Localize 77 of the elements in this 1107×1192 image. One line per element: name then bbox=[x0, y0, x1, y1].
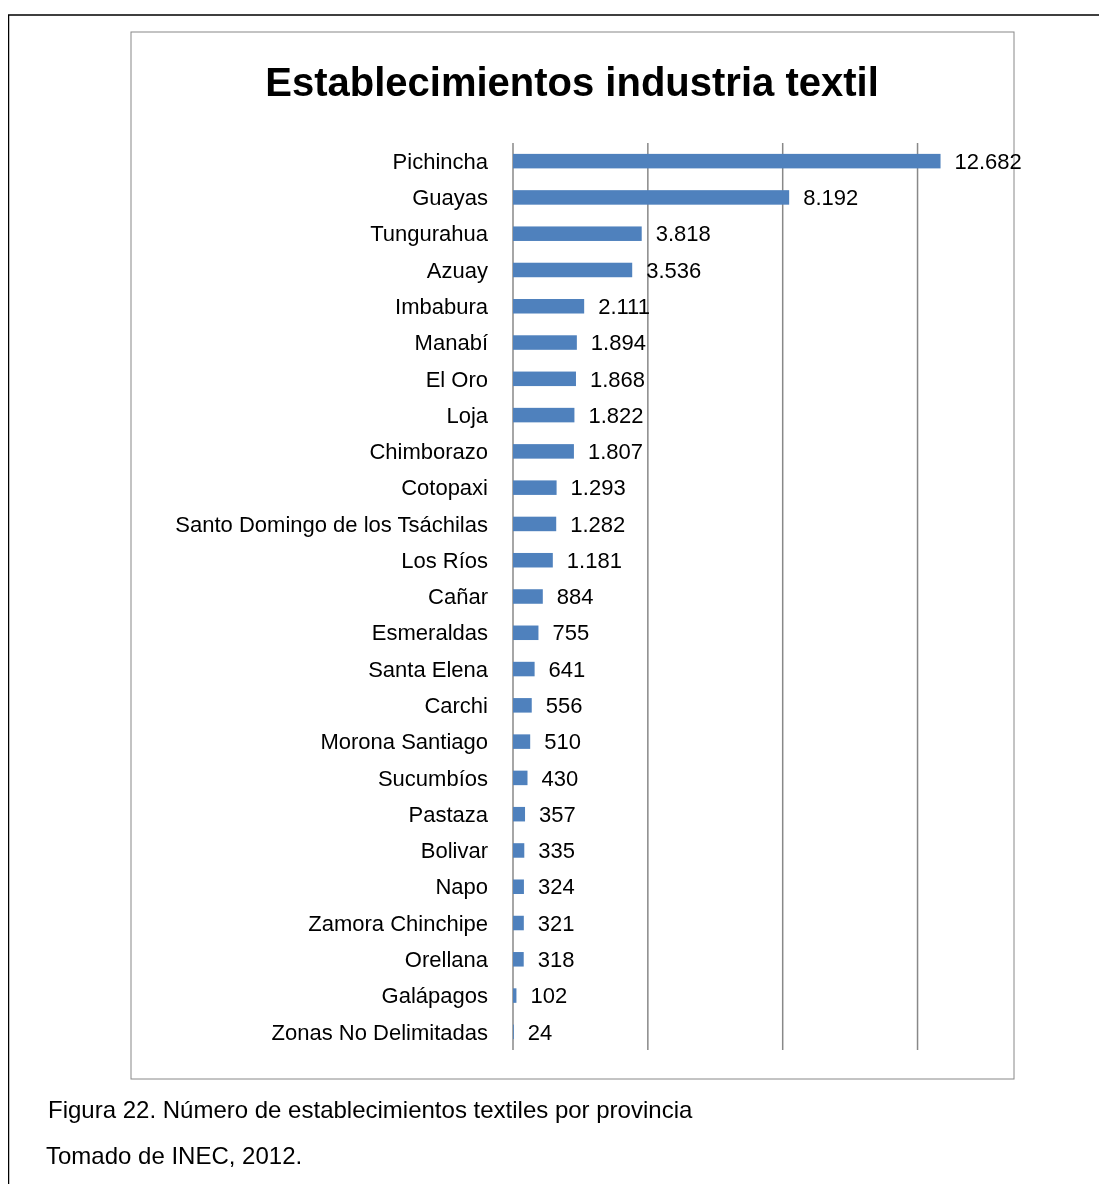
y-tick-label: Cañar bbox=[428, 584, 488, 610]
bar bbox=[513, 190, 790, 205]
data-label: 1.894 bbox=[590, 330, 646, 356]
bar bbox=[513, 806, 526, 822]
data-label: 755 bbox=[552, 620, 590, 646]
bar bbox=[513, 552, 553, 568]
y-tick-label: Azuay bbox=[426, 257, 488, 283]
y-tick-label: Pichincha bbox=[392, 148, 489, 174]
bar bbox=[513, 734, 531, 749]
data-label: 24 bbox=[527, 1019, 553, 1045]
y-tick-label: Morona Santiago bbox=[320, 729, 488, 755]
y-tick-label: Imbabura bbox=[395, 293, 489, 319]
bar bbox=[513, 589, 543, 604]
text: Figura 22. Número de establecimientos textiles por provincia bbox=[48, 1096, 693, 1123]
y-tick-label: Manabí bbox=[414, 330, 488, 356]
bar bbox=[513, 770, 528, 786]
bar bbox=[513, 153, 941, 169]
y-tick-label: Guayas bbox=[412, 185, 488, 211]
data-label: 12.682 bbox=[954, 148, 1022, 174]
data-label: 1.807 bbox=[587, 439, 643, 465]
bar bbox=[513, 879, 524, 894]
data-label: 1.282 bbox=[570, 511, 626, 537]
bar bbox=[513, 480, 557, 495]
y-tick-label: Chimborazo bbox=[369, 439, 488, 465]
y-tick-label: Santa Elena bbox=[368, 656, 489, 682]
data-label: 1.181 bbox=[566, 547, 622, 573]
y-tick-label: Loja bbox=[446, 402, 489, 428]
y-tick-label: Santo Domingo de los Tsáchilas bbox=[175, 511, 488, 537]
text: Tomado de INEC, 2012. bbox=[46, 1142, 303, 1169]
data-label: 1.293 bbox=[570, 475, 626, 501]
data-label: 335 bbox=[538, 838, 576, 864]
data-label: 884 bbox=[556, 584, 594, 610]
data-label: 102 bbox=[530, 983, 568, 1009]
data-label: 2.111 bbox=[598, 293, 650, 319]
bar bbox=[513, 661, 535, 677]
data-label: 318 bbox=[537, 947, 575, 972]
data-label: 3.536 bbox=[646, 257, 702, 283]
data-label: 357 bbox=[539, 801, 576, 827]
y-tick-label: Tungurahua bbox=[370, 221, 489, 247]
bar bbox=[513, 843, 525, 858]
bar bbox=[513, 299, 585, 314]
data-label: 1.822 bbox=[588, 402, 644, 428]
y-tick-label: Bolivar bbox=[420, 838, 488, 864]
data-label: 321 bbox=[537, 910, 575, 936]
chart-title: Establecimientos industria textil bbox=[265, 60, 879, 104]
y-tick-label: Esmeraldas bbox=[371, 620, 488, 646]
y-tick-label: Carchi bbox=[424, 693, 488, 719]
bar bbox=[513, 625, 539, 641]
bar bbox=[513, 407, 575, 423]
bar bbox=[513, 444, 574, 459]
bar bbox=[513, 371, 576, 387]
data-label: 556 bbox=[545, 693, 583, 719]
y-tick-label: Pastaza bbox=[408, 801, 489, 827]
y-tick-label: Orellana bbox=[404, 947, 489, 972]
bar bbox=[513, 952, 524, 967]
y-tick-label: Napo bbox=[435, 874, 488, 900]
y-tick-label: Galápagos bbox=[381, 983, 488, 1009]
data-label: 3.818 bbox=[655, 221, 711, 247]
bar bbox=[513, 915, 524, 931]
y-tick-label: Sucumbíos bbox=[377, 765, 488, 791]
bar bbox=[513, 988, 517, 1003]
data-label: 510 bbox=[544, 729, 581, 755]
data-label: 430 bbox=[541, 765, 579, 791]
bar bbox=[513, 516, 557, 532]
bar bbox=[513, 262, 633, 278]
bar bbox=[513, 226, 642, 241]
data-label: 1.868 bbox=[589, 366, 646, 392]
bar bbox=[513, 698, 532, 713]
data-label: 324 bbox=[537, 874, 575, 900]
y-tick-label: Zamora Chinchipe bbox=[308, 910, 488, 936]
y-tick-label: Zonas No Delimitadas bbox=[271, 1019, 488, 1045]
y-tick-label: El Oro bbox=[425, 366, 488, 392]
y-tick-label: Los Ríos bbox=[401, 547, 488, 573]
y-tick-label: Cotopaxi bbox=[401, 475, 488, 501]
data-label: 641 bbox=[548, 656, 586, 682]
bar bbox=[513, 335, 577, 350]
data-label: 8.192 bbox=[803, 185, 859, 211]
